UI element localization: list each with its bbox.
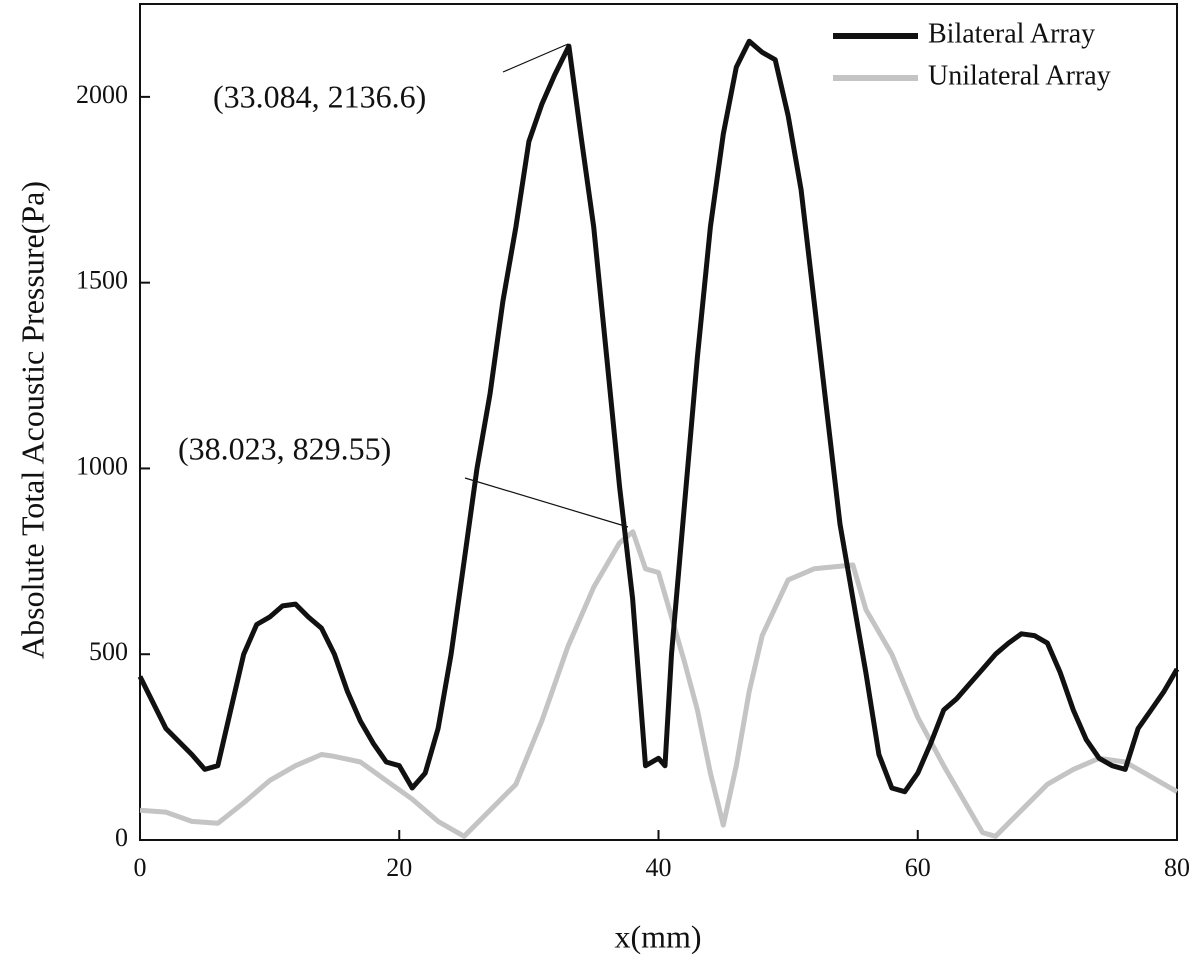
- plot-frame: [139, 3, 1178, 841]
- y-tick-label: 1500: [76, 266, 128, 295]
- annotation: (38.023, 829.55): [178, 430, 391, 466]
- x-tick-label: 60: [905, 853, 931, 882]
- y-tick-label: 500: [89, 637, 128, 666]
- annotation-leader: [464, 477, 629, 528]
- x-tick-label: 20: [386, 853, 412, 882]
- data-line: [137, 38, 1180, 795]
- y-axis-label: Absolute Total Acoustic Pressure(Pa): [14, 181, 50, 659]
- y-tick-label: 2000: [76, 80, 128, 109]
- legend-label: Bilateral Array: [928, 18, 1095, 49]
- x-tick-label: 80: [1164, 853, 1190, 882]
- x-tick-label: 40: [646, 853, 672, 882]
- data-line: [139, 529, 1179, 839]
- x-tick-label: 0: [134, 853, 147, 882]
- annotation: (33.084, 2136.6): [213, 78, 426, 114]
- y-tick-label: 1000: [76, 451, 128, 480]
- y-tick-label: 0: [115, 823, 128, 852]
- annotation-leader: [502, 43, 569, 73]
- legend-label: Unilateral Array: [928, 60, 1111, 91]
- x-axis-label: x(mm): [614, 918, 701, 954]
